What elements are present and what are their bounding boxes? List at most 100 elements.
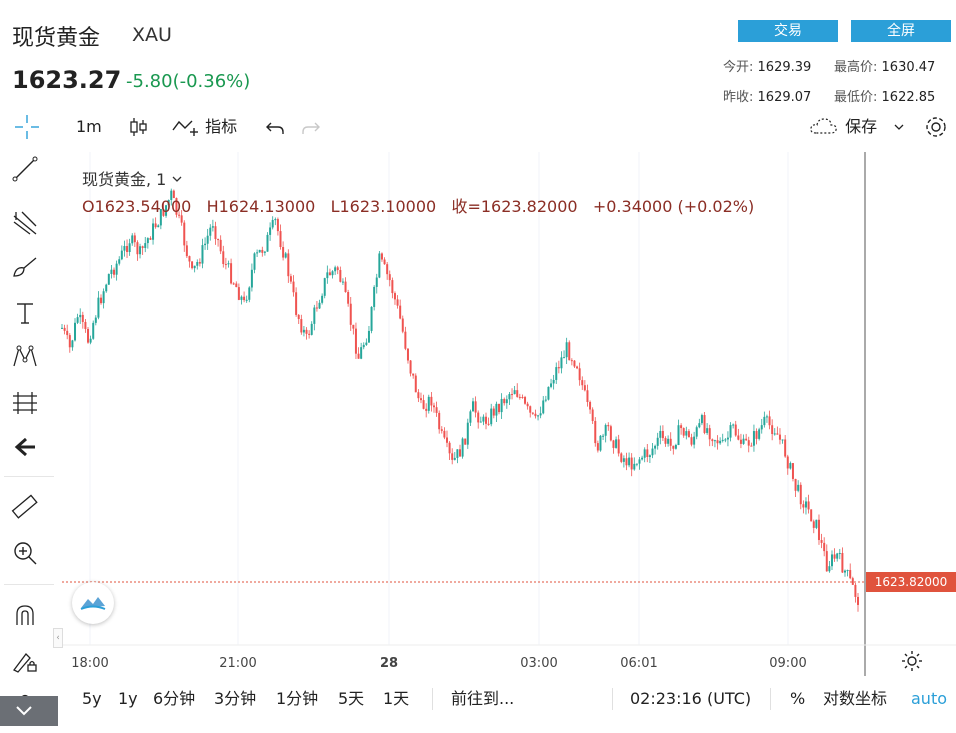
candle-body [102,291,105,304]
candle-body [175,198,178,215]
interval-select[interactable]: 1m [76,117,102,136]
range-option[interactable]: 1分钟 [276,689,319,708]
candle-style-icon[interactable] [128,112,150,142]
candle-body [105,284,108,292]
last-price-tag: 1623.82000 [866,572,956,592]
candle-body [739,439,742,444]
ohlc-low: L1623.10000 [330,197,437,216]
candle-body [596,443,599,451]
candle-body [118,259,121,264]
utc-clock[interactable]: 02:23:16 (UTC) [630,689,752,708]
candle-body [651,448,654,456]
candle-body [94,317,97,323]
text-tool-icon[interactable] [8,296,42,330]
candle-body [747,440,750,446]
log-scale-toggle[interactable]: 对数坐标 [823,689,888,708]
candle-body [695,427,698,437]
open-value: 1629.39 [757,60,812,75]
goto-date-button[interactable]: 前往到... [451,689,515,708]
candle-body [838,553,841,555]
candle-body [217,239,220,241]
range-option[interactable]: 5天 [338,689,365,708]
prediction-tool-icon[interactable] [8,386,42,420]
trend-line-icon[interactable] [8,152,42,186]
low-value: 1622.85 [881,90,936,105]
candle-body [672,445,675,449]
candle-body [758,429,761,439]
bottom-divider [612,688,613,710]
fib-tool-icon[interactable] [8,206,42,240]
candle-body [328,272,331,276]
zoom-in-icon[interactable] [8,536,42,570]
crosshair-icon[interactable] [12,112,42,142]
lock-drawing-icon[interactable] [8,644,42,678]
candle-body [674,445,677,449]
x-tick-label: 06:01 [620,656,657,671]
settings-gear-icon[interactable] [922,112,950,142]
candle-body [544,399,547,401]
indicators-button[interactable]: 指标 [170,112,237,142]
candle-body [534,413,537,417]
candle-body [586,390,589,402]
candle-body [487,423,490,425]
candles [61,188,859,612]
redo-icon[interactable] [300,112,322,142]
candle-body [604,425,607,436]
candle-body [526,403,529,407]
save-menu-chevron-icon[interactable] [892,112,906,142]
candle-body [240,296,243,300]
candle-body [178,214,181,216]
candle-body [690,437,693,445]
pattern-tool-icon[interactable] [8,340,42,374]
candle-body [815,519,818,528]
candle-body [745,438,748,441]
candle-body [352,324,355,329]
range-option[interactable]: 1y [118,689,138,708]
candle-body [638,459,641,464]
candle-body [354,328,357,354]
brush-icon[interactable] [8,250,42,284]
range-option[interactable]: 5y [82,689,102,708]
percent-scale-toggle[interactable]: % [790,689,806,708]
ohlc-close: 收=1623.82000 [451,197,578,216]
candle-body [474,401,477,413]
candle-body [498,403,501,413]
candle-body [315,307,318,309]
candle-body [144,243,147,249]
auto-scale-toggle[interactable]: auto [911,689,948,708]
high-label: 最高价: [834,60,878,75]
candle-body [399,305,402,319]
candle-body [443,430,446,438]
candle-body [445,437,448,443]
range-option[interactable]: 6分钟 [153,689,196,708]
candle-body [825,551,828,572]
trade-button[interactable]: 交易 [738,20,838,42]
magnet-icon[interactable] [8,598,42,632]
back-arrow-icon[interactable] [8,430,42,464]
range-option[interactable]: 3分钟 [214,689,257,708]
candle-body [271,219,274,228]
range-option[interactable]: 1天 [383,689,410,708]
fullscreen-button[interactable]: 全屏 [851,20,951,42]
collapse-handle-icon[interactable]: ‹ [53,628,63,648]
candle-body [459,449,461,457]
candle-body [713,440,716,442]
candle-body [503,398,506,404]
candle-body [438,412,441,430]
candle-body [456,449,459,458]
candle-body [591,409,594,421]
candle-body [760,425,763,430]
series-legend[interactable]: 现货黄金, 1 [82,166,183,190]
ruler-icon[interactable] [8,490,42,524]
save-button[interactable]: 保存 [808,112,877,142]
open-label: 今开: [723,60,754,75]
candle-body [846,570,849,572]
candle-body [113,269,116,275]
candle-body [495,403,498,416]
collapse-toolbar-button[interactable] [0,696,58,726]
axis-settings-icon[interactable] [900,649,924,677]
undo-icon[interactable] [264,112,286,142]
candle-body [557,367,560,369]
chart-logo[interactable] [72,582,114,624]
